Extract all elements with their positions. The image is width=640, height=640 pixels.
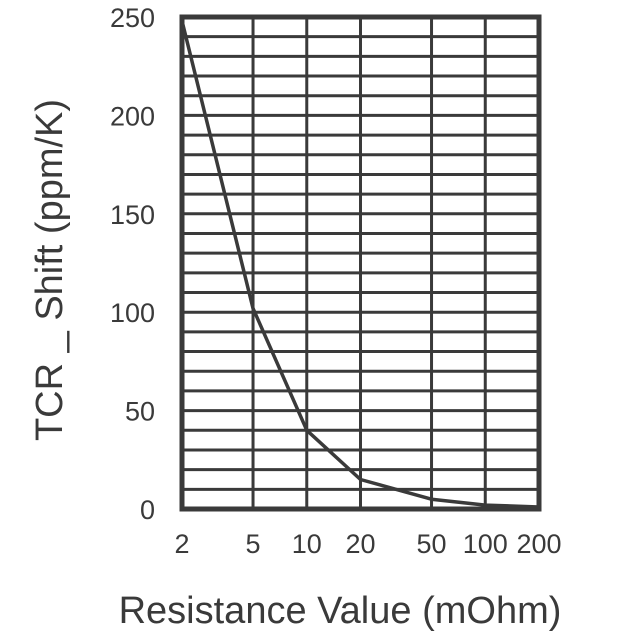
y-tick-label: 0 bbox=[140, 495, 155, 525]
y-axis-title: TCR _ Shift (ppm/K) bbox=[29, 99, 71, 441]
series-layer bbox=[180, 20, 540, 509]
x-tick-label: 20 bbox=[345, 529, 375, 559]
y-tick-label: 250 bbox=[110, 3, 155, 33]
x-tick-label: 200 bbox=[516, 529, 561, 559]
x-tick-label: 5 bbox=[246, 529, 261, 559]
x-tick-label: 100 bbox=[463, 529, 508, 559]
tick-layer: 0 50 100 150 200 250 2 5 10 20 50 100 200 bbox=[110, 3, 562, 559]
x-tick-label: 10 bbox=[292, 529, 322, 559]
series-line bbox=[180, 20, 540, 509]
y-tick-label: 100 bbox=[110, 298, 155, 328]
x-axis-title: Resistance Value (mOhm) bbox=[119, 590, 562, 632]
x-tick-label: 2 bbox=[174, 529, 189, 559]
grid-layer bbox=[182, 17, 539, 509]
frame-layer bbox=[179, 14, 542, 512]
y-tick-label: 50 bbox=[125, 397, 155, 427]
plot-frame bbox=[179, 14, 542, 512]
x-tick-label: 50 bbox=[417, 529, 447, 559]
y-tick-label: 200 bbox=[110, 101, 155, 131]
y-tick-label: 150 bbox=[110, 200, 155, 230]
